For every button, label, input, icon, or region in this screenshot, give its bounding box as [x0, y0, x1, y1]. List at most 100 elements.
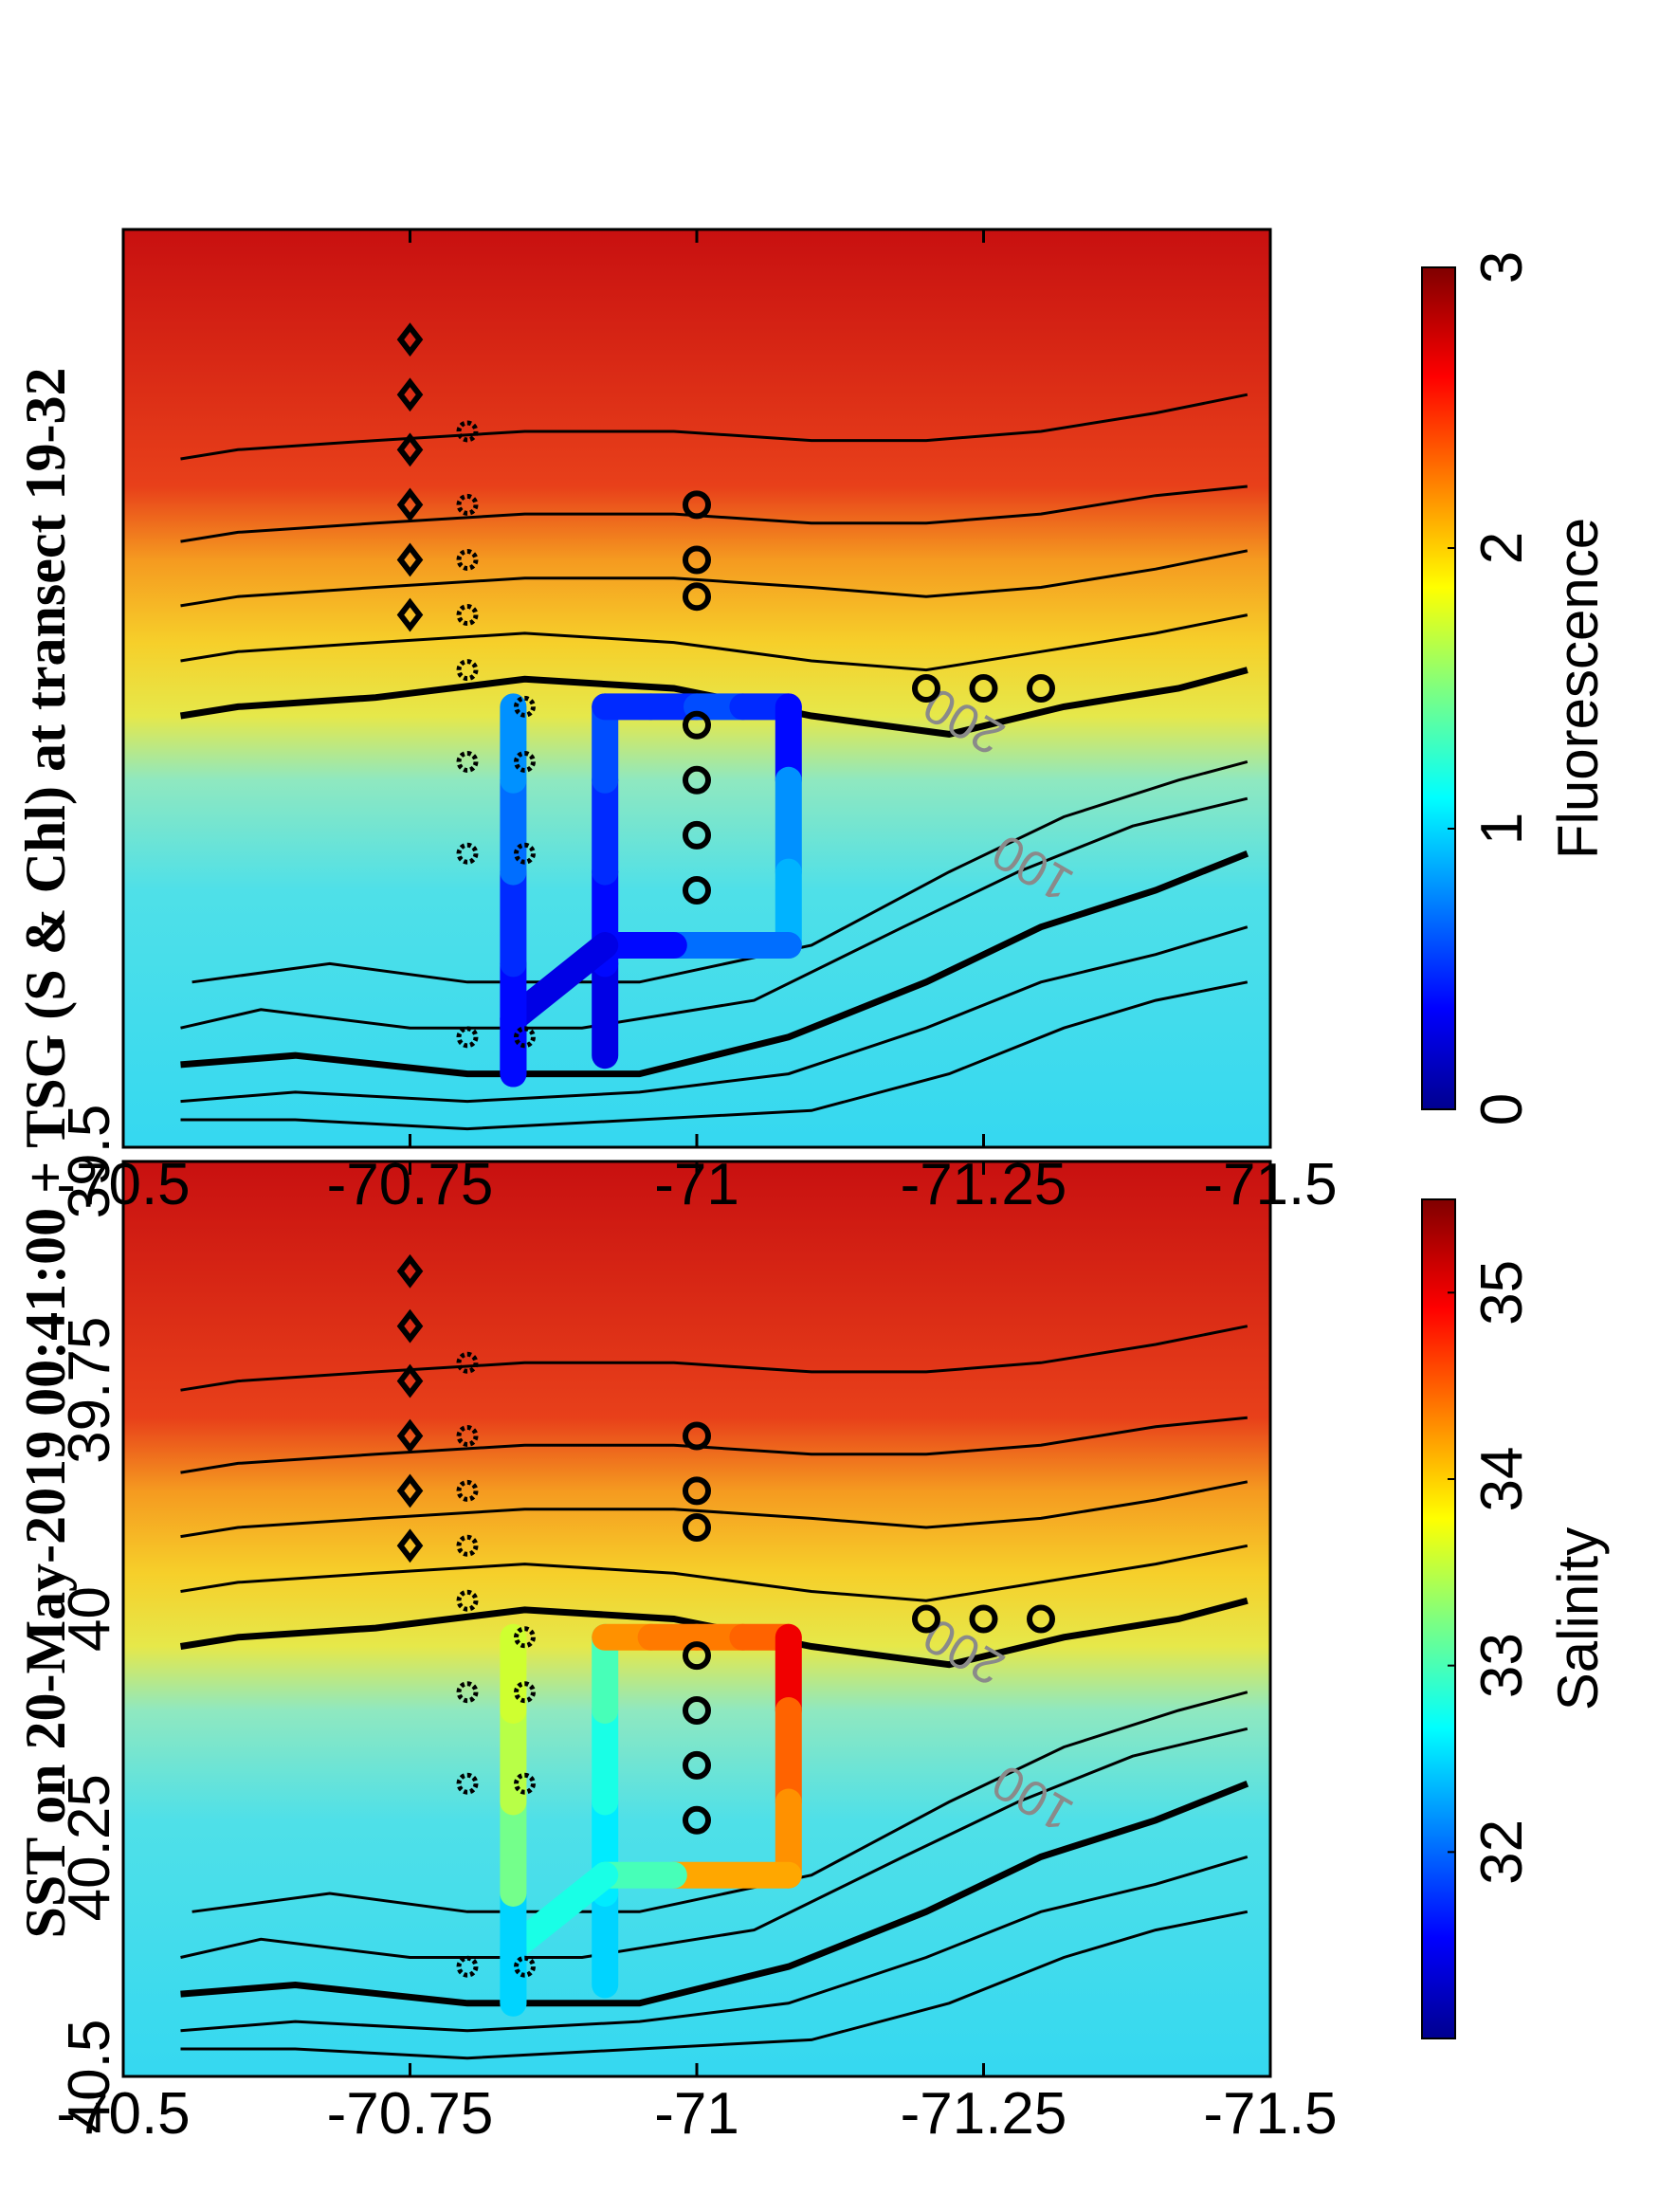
station-star	[456, 1955, 479, 1978]
station-diamond	[396, 377, 424, 412]
isobath-line	[180, 1480, 1249, 1539]
y-tick-label: 40.5	[57, 2020, 122, 2134]
isobath-line	[180, 1416, 1248, 1474]
x-tick-label: -70.5	[56, 2081, 190, 2147]
station-star	[514, 695, 536, 718]
station-diamond	[396, 322, 424, 357]
station-diamond	[396, 1308, 424, 1344]
station-circle	[969, 674, 998, 703]
colorbar-tick-label: 33	[1469, 1633, 1535, 1698]
y-tick-label: 40.25	[57, 1774, 122, 1921]
plot-layer: 100200-71.5-71.25-71-70.75-70.532333435S…	[56, 228, 1610, 2147]
isobath-line	[180, 1325, 1249, 1392]
station-diamond	[396, 432, 424, 467]
station-star	[456, 1026, 479, 1049]
x-tick-label: -71.25	[901, 2081, 1067, 2147]
station-circle	[683, 1641, 711, 1671]
tsg-track-segment	[500, 932, 619, 1033]
colorbar-tick-label: 0	[1469, 1093, 1535, 1125]
station-star	[456, 420, 479, 443]
station-circle	[683, 582, 711, 612]
colorbar-tick-label: 1	[1469, 813, 1535, 845]
colorbar-tick-label: 35	[1469, 1260, 1535, 1325]
isobath-line	[180, 1910, 1249, 2060]
x-tick-label: -70.75	[327, 1152, 494, 1217]
x-tick-label: -71.5	[1203, 1152, 1337, 1217]
station-star	[456, 1534, 479, 1557]
station-diamond	[396, 1528, 424, 1563]
station-star	[456, 493, 479, 516]
isobath-line	[180, 393, 1249, 461]
colorbar-tick-label: 3	[1469, 251, 1535, 283]
y-tick-label: 40	[57, 1586, 122, 1652]
station-circle	[683, 545, 711, 575]
station-circle	[683, 1696, 711, 1725]
station-star	[456, 1589, 479, 1612]
colorbar-tick-label: 34	[1469, 1447, 1535, 1512]
isobath-line	[180, 1780, 1249, 2007]
isobath-line	[191, 759, 1249, 984]
station-star	[514, 1772, 536, 1795]
isobath-line	[180, 925, 1249, 1104]
station-star	[456, 659, 479, 682]
colorbar-label: Fluorescence	[1546, 518, 1610, 859]
colorbar-tick-label: 2	[1469, 532, 1535, 564]
station-diamond	[396, 1418, 424, 1453]
station-star	[456, 750, 479, 773]
x-tick-label: -70.5	[56, 1152, 190, 1217]
station-star	[456, 1479, 479, 1502]
isobath-line	[180, 796, 1249, 1030]
station-diamond	[396, 1253, 424, 1289]
isobath-line	[180, 1544, 1249, 1602]
station-circle	[683, 765, 711, 795]
station-star	[456, 1425, 479, 1447]
isobath-line	[191, 1691, 1249, 1913]
station-star	[456, 1681, 479, 1704]
x-tick-label: -71	[654, 1152, 739, 1217]
station-star	[514, 1681, 536, 1704]
x-tick-label: -71.5	[1203, 2081, 1337, 2147]
station-circle	[683, 1750, 711, 1780]
station-circle	[683, 1513, 711, 1542]
station-circle	[683, 820, 711, 850]
y-tick-label: 39.75	[57, 1317, 122, 1464]
station-circle	[912, 674, 940, 703]
station-star	[514, 842, 536, 865]
station-circle	[683, 710, 711, 740]
colorbar-tick-label: 32	[1469, 1819, 1535, 1885]
station-star	[456, 548, 479, 571]
x-tick-label: -70.75	[327, 2081, 494, 2147]
station-star	[456, 1772, 479, 1795]
station-star	[456, 604, 479, 627]
station-circle	[683, 1421, 711, 1451]
colorbar-label: Salinity	[1546, 1527, 1610, 1710]
station-circle	[912, 1604, 940, 1634]
isobath-line	[180, 613, 1249, 672]
isobath-line	[180, 850, 1249, 1078]
station-circle	[683, 875, 711, 905]
station-diamond	[396, 1473, 424, 1508]
colorbar	[1421, 266, 1456, 1110]
station-star	[514, 1955, 536, 1978]
isobath-line	[180, 980, 1249, 1131]
station-circle	[1027, 674, 1055, 703]
isobath-line	[180, 1727, 1249, 1959]
station-circle	[1027, 1604, 1055, 1634]
station-diamond	[396, 1363, 424, 1398]
x-tick-label: -71.25	[901, 1152, 1067, 1217]
station-star	[514, 1626, 536, 1649]
station-star	[514, 1026, 536, 1049]
station-diamond	[396, 487, 424, 522]
isobath-line	[180, 484, 1248, 543]
isobath-line	[180, 1855, 1249, 2033]
station-star	[456, 1351, 479, 1374]
station-star	[514, 750, 536, 773]
y-tick-label: 39.5	[57, 1105, 122, 1219]
station-diamond	[396, 597, 424, 632]
